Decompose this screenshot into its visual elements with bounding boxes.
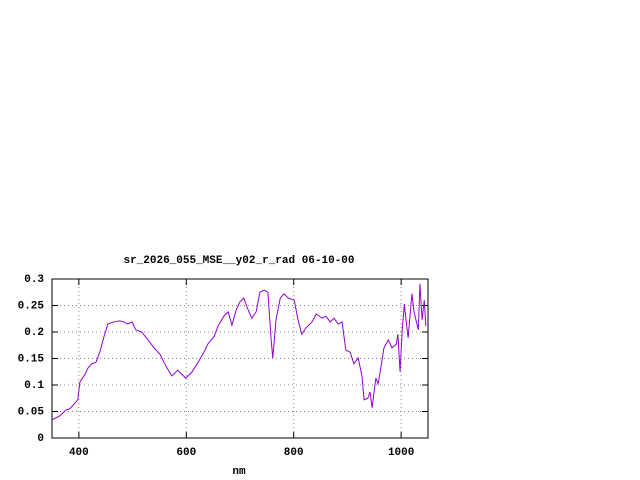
x-tick-label: 600 bbox=[176, 447, 196, 459]
y-tick-label: 0.25 bbox=[18, 300, 45, 312]
y-tick-label: 0.3 bbox=[24, 274, 44, 286]
chart-title: sr_2026_055_MSE__y02_r_rad 06-10-00 bbox=[123, 255, 354, 267]
x-tick-label: 400 bbox=[69, 447, 89, 459]
y-tick-label: 0.2 bbox=[24, 327, 44, 339]
x-tick-label: 1000 bbox=[388, 447, 414, 459]
plot-border bbox=[51, 278, 429, 439]
x-tick-label: 800 bbox=[284, 447, 304, 459]
y-tick-label: 0 bbox=[37, 433, 44, 445]
y-tick-label: 0.1 bbox=[24, 380, 44, 392]
x-axis-label: nm bbox=[232, 466, 246, 478]
y-tick-label: 0.15 bbox=[18, 353, 45, 365]
line-series bbox=[51, 283, 427, 421]
y-tick-label: 0.05 bbox=[18, 406, 45, 418]
